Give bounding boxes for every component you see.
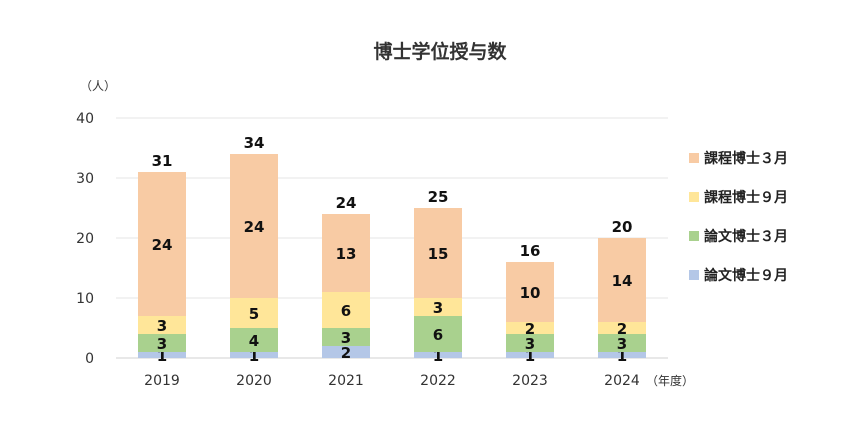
y-tick-label: 20 (76, 231, 94, 247)
bar-segment (322, 328, 370, 346)
segment-data-label: 3 (433, 299, 443, 317)
segment-data-label: 1 (249, 347, 259, 365)
y-tick-label: 10 (76, 291, 94, 307)
legend-swatch (689, 231, 699, 241)
total-data-label: 25 (428, 188, 449, 206)
x-tick-label: 2020 (236, 373, 272, 389)
bar-segment (322, 292, 370, 328)
bar-segment (230, 328, 278, 352)
y-tick-label: 30 (76, 171, 94, 187)
bar-segment (230, 352, 278, 358)
segment-data-label: 6 (433, 326, 443, 344)
x-axis-ticks: 2019 2020 2021 2022 2023 2024 (144, 373, 640, 389)
segment-data-label: 6 (341, 302, 351, 320)
bar-segment (506, 322, 554, 334)
legend-label: 論文博士３月 (704, 228, 788, 245)
segment-data-label: 3 (157, 335, 167, 353)
y-axis-unit: （人） (80, 79, 116, 93)
legend-label: 課程博士３月 (704, 150, 788, 167)
segment-data-label: 1 (433, 347, 443, 365)
bar-segment (598, 238, 646, 322)
x-tick-label: 2021 (328, 373, 364, 389)
bar-segment (506, 334, 554, 352)
segment-data-label: 3 (617, 335, 627, 353)
legend-swatch (689, 192, 699, 202)
segment-data-label: 15 (428, 245, 449, 263)
legend-label: 論文博士９月 (704, 267, 788, 284)
bar-segment (138, 334, 186, 352)
bar-segment (506, 352, 554, 358)
segment-data-label: 4 (249, 332, 259, 350)
total-data-label: 20 (612, 218, 633, 236)
total-data-label: 31 (152, 152, 173, 170)
x-tick-label: 2024 (604, 373, 640, 389)
bar-segment (230, 298, 278, 328)
x-tick-label: 2023 (512, 373, 548, 389)
bar-segment (598, 352, 646, 358)
segment-data-label: 1 (525, 347, 535, 365)
segment-data-label: 3 (341, 329, 351, 347)
bar-segment (598, 334, 646, 352)
bars: 1332431145243423613241631525132101613214… (138, 134, 646, 365)
segment-data-label: 14 (612, 272, 633, 290)
segment-data-label: 24 (244, 218, 265, 236)
segment-data-label: 24 (152, 236, 173, 254)
total-data-label: 24 (336, 194, 357, 212)
x-tick-label: 2022 (420, 373, 456, 389)
gridlines (116, 117, 668, 359)
bar-segment (598, 322, 646, 334)
bar-segment (138, 352, 186, 358)
legend-swatch (689, 153, 699, 163)
y-tick-label: 40 (76, 111, 94, 127)
segment-data-label: 3 (525, 335, 535, 353)
total-data-label: 16 (520, 242, 541, 260)
segment-data-label: 2 (617, 320, 627, 338)
x-axis-unit: （年度） (646, 373, 694, 388)
y-tick-label: 0 (85, 351, 94, 367)
total-data-label: 34 (244, 134, 265, 152)
bar-segment (414, 208, 462, 298)
segment-data-label: 2 (525, 320, 535, 338)
y-axis-ticks: 0 10 20 30 40 (76, 111, 94, 367)
chart-title: 博士学位授与数 (373, 40, 507, 63)
legend-label: 課程博士９月 (704, 189, 788, 206)
x-tick-label: 2019 (144, 373, 180, 389)
bar-segment (414, 316, 462, 352)
bar-segment (506, 262, 554, 322)
bar-segment (230, 154, 278, 298)
segment-data-label: 10 (520, 284, 541, 302)
bar-segment (414, 352, 462, 358)
bar-segment (138, 172, 186, 316)
segment-data-label: 5 (249, 305, 259, 323)
bar-segment (322, 214, 370, 292)
segment-data-label: 1 (617, 347, 627, 365)
bar-segment (138, 316, 186, 334)
segment-data-label: 1 (157, 347, 167, 365)
segment-data-label: 13 (336, 245, 357, 263)
segment-data-label: 3 (157, 317, 167, 335)
bar-segment (322, 346, 370, 358)
segment-data-label: 2 (341, 344, 351, 362)
bar-segment (414, 298, 462, 316)
legend-swatch (689, 270, 699, 280)
